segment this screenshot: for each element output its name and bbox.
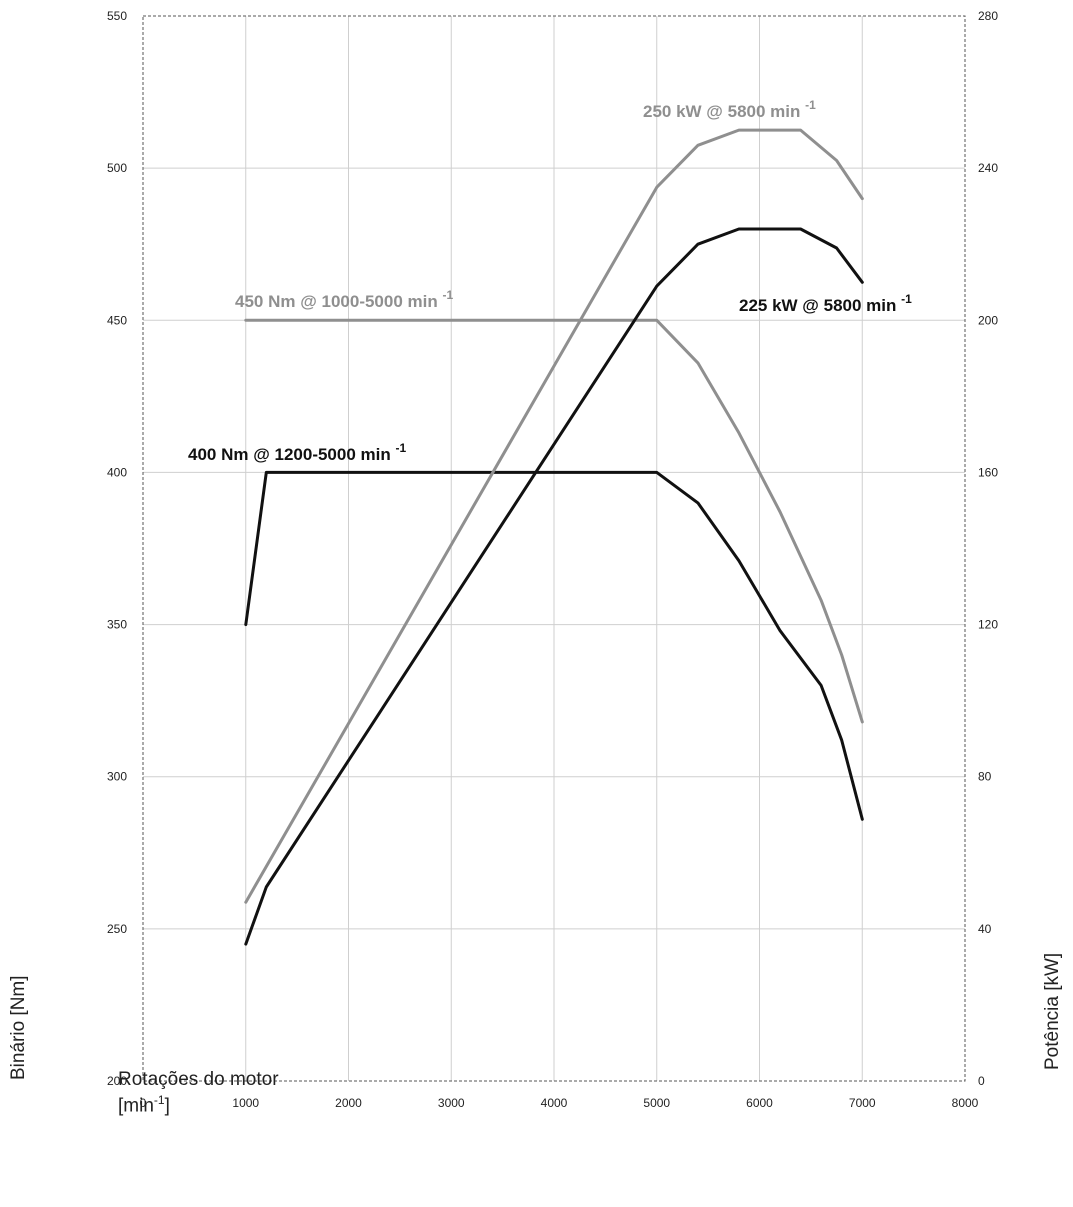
x-tick-label: 7000 [849,1096,876,1110]
y-axis-left-title: Binário [Nm] [8,975,29,1080]
plot-frame [142,15,966,1082]
x-axis-title-unit: [min-1] [118,1093,170,1117]
annotation-peak-torque-gray: 450 Nm @ 1000-5000 min -1 [235,288,453,311]
annotation-peak-power-gray: 250 kW @ 5800 min -1 [643,98,816,121]
y-left-tick-label: 250 [107,922,127,936]
x-axis-title: Rotações do motor [min-1] [118,1069,279,1116]
x-tick-label: 2000 [335,1096,362,1110]
x-tick-label: 4000 [541,1096,568,1110]
y-right-tick-label: 280 [978,9,998,23]
series-line-1 [244,318,864,724]
y-right-tick-label: 240 [978,161,998,175]
x-tick-label: 0 [140,1096,147,1110]
x-tick-label: 1000 [232,1096,259,1110]
y-right-tick-label: 0 [978,1074,985,1088]
series-line-2 [244,470,864,821]
y-right-tick-label: 200 [978,313,998,327]
annotation-peak-power-black: 225 kW @ 5800 min -1 [739,292,912,315]
gridlines [143,16,965,1081]
series-lines [244,128,864,946]
y-left-tick-label: 450 [107,313,127,327]
x-axis-title-main: Rotações do motor [118,1069,279,1090]
y-left-tick-label: 500 [107,161,127,175]
series-line-4 [244,227,864,946]
y-axis-right-title: Potência [kW] [1042,952,1063,1070]
y-right-tick-label: 160 [978,465,998,479]
x-tick-label: 3000 [438,1096,465,1110]
x-tick-label: 6000 [746,1096,773,1110]
y-right-tick-label: 40 [978,922,992,936]
x-tick-label: 5000 [643,1096,670,1110]
x-tick-label: 8000 [952,1096,979,1110]
y-left-tick-label: 200 [107,1074,127,1088]
series-line-3 [244,128,864,904]
y-right-tick-label: 120 [978,618,998,632]
tick-labels: 0 1000 2000 3000 4000 5000 6000 7000 80002002503… [107,9,998,1110]
annotation-peak-torque-black: 400 Nm @ 1200-5000 min -1 [188,441,406,464]
y-left-tick-label: 300 [107,770,127,784]
y-right-tick-label: 80 [978,770,992,784]
y-left-tick-label: 350 [107,618,127,632]
y-left-tick-label: 550 [107,9,127,23]
y-left-tick-label: 400 [107,465,127,479]
